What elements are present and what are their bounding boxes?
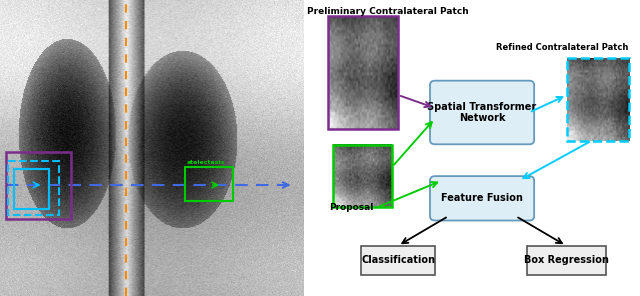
Bar <box>328 16 398 129</box>
Text: Refined Contralateral Patch: Refined Contralateral Patch <box>495 43 628 52</box>
Bar <box>527 246 605 275</box>
Text: Proposal: Proposal <box>329 203 374 212</box>
FancyBboxPatch shape <box>430 81 534 144</box>
Bar <box>186 167 232 201</box>
Text: Feature Fusion: Feature Fusion <box>441 193 523 203</box>
Text: Spatial Transformer
Network: Spatial Transformer Network <box>428 102 537 123</box>
Bar <box>8 161 60 215</box>
Bar <box>13 169 49 209</box>
Bar <box>567 58 629 141</box>
Bar <box>361 246 435 275</box>
Text: Preliminary Contralateral Patch: Preliminary Contralateral Patch <box>307 7 469 16</box>
FancyBboxPatch shape <box>430 176 534 221</box>
Text: Box Regression: Box Regression <box>524 255 609 266</box>
Text: Classification: Classification <box>361 255 435 266</box>
Bar <box>333 145 392 207</box>
Bar <box>6 152 72 219</box>
Text: atelectasis: atelectasis <box>187 160 225 165</box>
